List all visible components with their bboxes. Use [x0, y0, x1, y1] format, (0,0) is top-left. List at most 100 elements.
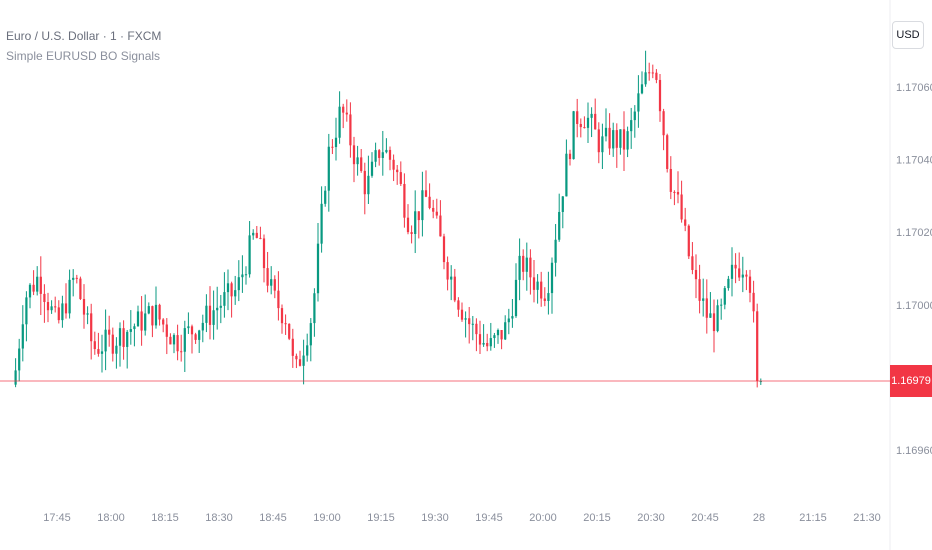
candle-body	[385, 149, 388, 153]
candle-body	[82, 298, 86, 315]
candle-body	[478, 334, 482, 345]
candle-body	[403, 183, 406, 218]
candle-body	[716, 305, 719, 332]
candle-body	[705, 298, 708, 318]
candle-body	[129, 329, 132, 332]
candle-body	[446, 262, 449, 280]
candle-body	[165, 324, 168, 337]
candle-body	[417, 211, 420, 221]
candle-body	[288, 323, 291, 339]
candle-body	[255, 232, 258, 238]
candle-body	[313, 293, 316, 324]
candle-body	[190, 326, 194, 335]
candle-body	[248, 235, 251, 275]
candle-body	[172, 335, 176, 345]
candle-body	[140, 311, 143, 331]
candle-body	[630, 120, 633, 132]
candle-body	[18, 348, 21, 371]
x-tick-label: 21:30	[853, 512, 881, 524]
candle-body	[144, 313, 147, 331]
candle-body	[309, 323, 312, 346]
candle-body	[468, 318, 471, 325]
candle-body	[396, 169, 399, 173]
candle-body	[547, 293, 550, 301]
candle-body	[320, 203, 323, 244]
candle-body	[626, 131, 629, 150]
candle-body	[32, 284, 35, 292]
candle-body	[734, 264, 737, 269]
candle-body	[460, 309, 464, 320]
candle-body	[669, 168, 672, 192]
candle-body	[565, 153, 568, 197]
candle-body	[370, 161, 374, 176]
candle-body	[68, 279, 71, 314]
candle-body	[727, 278, 730, 289]
candle-body	[666, 135, 669, 169]
candle-body	[97, 349, 100, 354]
candle-body	[421, 190, 424, 221]
candle-body	[212, 310, 215, 325]
x-tick-label: 18:45	[259, 512, 287, 524]
candle-body	[133, 326, 136, 330]
candle-body	[205, 305, 208, 323]
candle-body	[698, 279, 701, 301]
candle-body	[126, 331, 129, 347]
candle-body	[752, 292, 755, 312]
candle-body	[180, 351, 183, 353]
candle-body	[709, 313, 712, 318]
candle-body	[363, 170, 366, 195]
candle-body	[226, 283, 230, 293]
candle-body	[118, 328, 122, 346]
y-tick-label: 1.17040	[896, 155, 932, 167]
y-tick-label: 1.16960	[896, 445, 932, 457]
candle-body	[576, 111, 579, 124]
candle-body	[93, 341, 96, 350]
candle-body	[680, 194, 683, 220]
candle-body	[25, 297, 28, 325]
candle-body	[324, 190, 327, 204]
candle-body	[295, 355, 298, 360]
y-tick-label: 1.17020	[896, 227, 932, 239]
y-tick-label: 1.17060	[896, 82, 932, 94]
candle-body	[658, 79, 662, 112]
candle-body	[450, 276, 453, 280]
candle-body	[687, 225, 690, 257]
candle-body	[748, 276, 752, 293]
indicator-name: Simple EURUSD BO Signals	[6, 49, 161, 63]
candle-body	[349, 114, 352, 146]
candle-body	[439, 215, 442, 237]
candle-body	[266, 268, 269, 286]
candle-body	[482, 342, 485, 345]
candle-body	[496, 330, 500, 336]
candle-body	[151, 306, 154, 326]
x-tick-label: 19:30	[421, 512, 449, 524]
x-tick-label: 18:00	[97, 512, 125, 524]
candle-body	[194, 334, 197, 340]
x-tick-label: 18:30	[205, 512, 233, 524]
candle-body	[489, 338, 492, 347]
x-tick-label: 20:45	[691, 512, 719, 524]
candle-body	[367, 175, 370, 195]
candle-body	[72, 277, 75, 280]
candle-body	[712, 313, 716, 332]
candle-body	[28, 284, 32, 298]
candle-body	[14, 370, 17, 385]
x-tick-label: 20:30	[637, 512, 665, 524]
candle-body	[738, 268, 741, 278]
candle-body	[219, 305, 222, 308]
candle-body	[702, 298, 705, 301]
candle-body	[259, 237, 262, 239]
currency-button[interactable]: USD	[892, 21, 924, 49]
x-tick-label: 20:15	[583, 512, 611, 524]
y-tick-label: 1.17000	[896, 300, 932, 312]
candle-body	[277, 290, 280, 309]
candle-body	[741, 274, 744, 278]
candle-body	[345, 112, 348, 115]
candle-body	[442, 236, 446, 263]
candle-body	[316, 243, 320, 294]
candle-body	[464, 318, 467, 320]
candle-body	[424, 190, 428, 197]
candle-body	[108, 329, 111, 335]
candle-body	[338, 106, 341, 138]
